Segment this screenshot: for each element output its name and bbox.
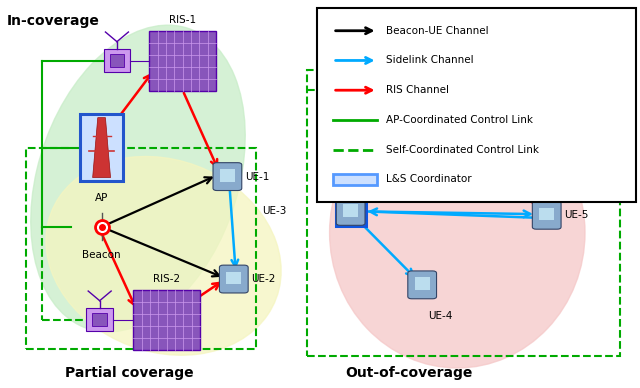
- Text: Beacon: Beacon: [83, 250, 121, 260]
- Text: Out-of-coverage: Out-of-coverage: [346, 365, 473, 379]
- Text: UE-5: UE-5: [564, 210, 588, 220]
- FancyBboxPatch shape: [336, 197, 365, 225]
- Text: UE-2: UE-2: [251, 274, 275, 284]
- Text: UE-4: UE-4: [429, 311, 453, 321]
- FancyBboxPatch shape: [213, 163, 242, 191]
- FancyBboxPatch shape: [353, 67, 380, 89]
- FancyBboxPatch shape: [86, 308, 113, 331]
- FancyBboxPatch shape: [220, 265, 248, 293]
- FancyBboxPatch shape: [80, 114, 124, 182]
- FancyBboxPatch shape: [149, 31, 216, 90]
- FancyBboxPatch shape: [92, 314, 107, 326]
- Ellipse shape: [46, 156, 281, 355]
- FancyBboxPatch shape: [227, 272, 241, 284]
- Text: AP-Coordinated Control Link: AP-Coordinated Control Link: [386, 115, 532, 125]
- FancyBboxPatch shape: [317, 9, 636, 202]
- FancyBboxPatch shape: [403, 48, 479, 108]
- FancyBboxPatch shape: [333, 174, 378, 185]
- Text: Controller: Controller: [342, 115, 390, 125]
- Text: UE-3: UE-3: [262, 206, 287, 217]
- Ellipse shape: [330, 97, 585, 368]
- Text: Sidelink Channel: Sidelink Channel: [386, 55, 474, 66]
- Text: RIS-1: RIS-1: [169, 15, 196, 25]
- FancyBboxPatch shape: [415, 277, 429, 290]
- Text: L&S Coordinator: L&S Coordinator: [386, 175, 472, 184]
- Text: In-coverage: In-coverage: [7, 14, 100, 28]
- Text: AP: AP: [95, 193, 108, 203]
- FancyBboxPatch shape: [335, 197, 365, 226]
- Text: RIS Channel: RIS Channel: [386, 85, 449, 95]
- Ellipse shape: [31, 25, 245, 332]
- Text: Self-Coordinated Control Link: Self-Coordinated Control Link: [386, 145, 539, 155]
- FancyBboxPatch shape: [109, 54, 124, 67]
- Text: Beacon-UE Channel: Beacon-UE Channel: [386, 26, 488, 36]
- FancyBboxPatch shape: [104, 49, 131, 72]
- FancyBboxPatch shape: [343, 204, 358, 217]
- FancyBboxPatch shape: [220, 169, 235, 182]
- Polygon shape: [93, 118, 111, 178]
- FancyBboxPatch shape: [408, 271, 436, 299]
- FancyBboxPatch shape: [540, 208, 554, 220]
- FancyBboxPatch shape: [133, 290, 200, 350]
- Text: RIS-3: RIS-3: [428, 32, 455, 42]
- Text: Partial coverage: Partial coverage: [65, 365, 193, 379]
- Text: UE-1: UE-1: [244, 171, 269, 182]
- Text: RIS-2: RIS-2: [153, 274, 180, 284]
- FancyBboxPatch shape: [358, 72, 373, 84]
- FancyBboxPatch shape: [532, 201, 561, 229]
